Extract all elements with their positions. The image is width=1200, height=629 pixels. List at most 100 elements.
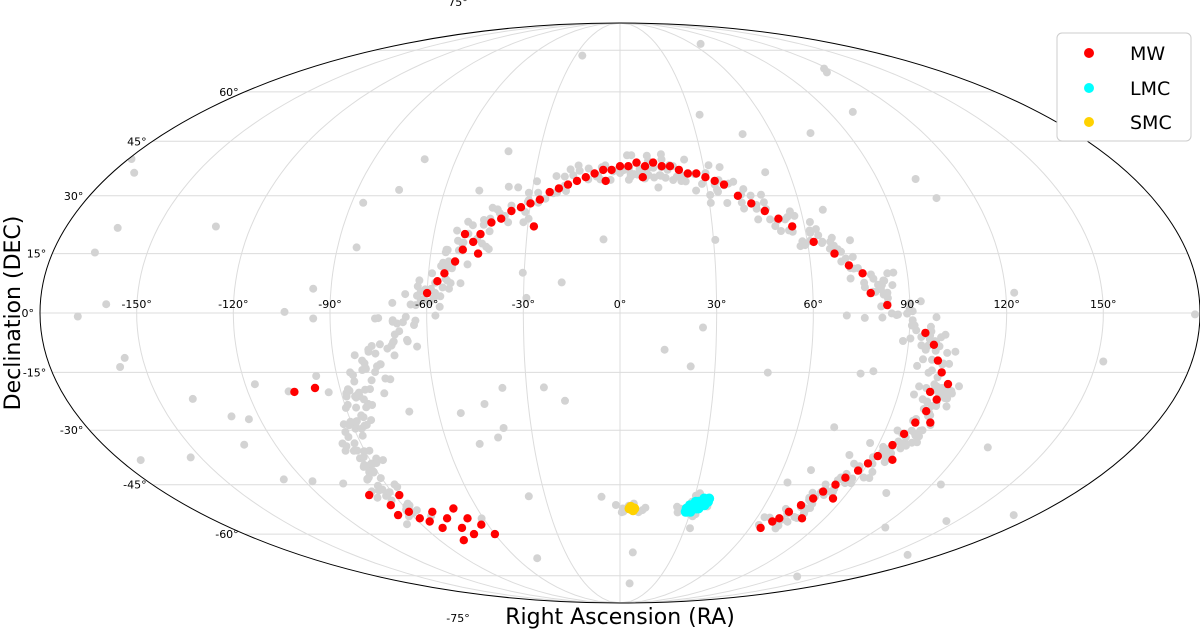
background-point xyxy=(698,179,706,188)
x-tick-label: -30° xyxy=(512,298,535,311)
background-point xyxy=(405,501,414,510)
background-point xyxy=(907,321,916,330)
background-point xyxy=(359,198,368,207)
background-point xyxy=(860,278,869,287)
point-mw xyxy=(433,277,442,286)
background-point xyxy=(704,161,713,170)
point-mw xyxy=(788,222,797,231)
background-point xyxy=(932,313,941,322)
y-tick-label: -75° xyxy=(446,612,469,625)
background-point xyxy=(475,439,484,448)
data-points xyxy=(290,158,953,545)
background-point xyxy=(350,377,359,386)
background-point xyxy=(343,385,352,394)
background-point xyxy=(102,300,111,309)
background-point xyxy=(369,467,378,476)
background-point xyxy=(907,426,916,435)
point-lmc xyxy=(704,493,715,504)
background-point xyxy=(625,579,634,588)
background-point xyxy=(597,492,606,501)
background-point xyxy=(883,269,892,278)
background-point xyxy=(439,258,448,267)
point-mw xyxy=(858,269,867,278)
background-point xyxy=(932,402,941,410)
point-mw xyxy=(929,340,939,349)
background-point xyxy=(616,169,624,178)
y-tick-label: -60° xyxy=(215,528,238,541)
background-point xyxy=(657,155,666,164)
background-point xyxy=(706,198,715,207)
background-point xyxy=(364,345,373,354)
point-mw xyxy=(473,249,483,258)
x-tick-label: -90° xyxy=(318,298,341,311)
background-point xyxy=(488,203,497,212)
point-mw xyxy=(290,387,299,397)
background-point xyxy=(401,290,410,299)
point-mw xyxy=(844,261,854,270)
background-point xyxy=(866,439,875,447)
background-point xyxy=(711,235,720,244)
background-point xyxy=(463,260,472,269)
point-mw xyxy=(922,407,931,416)
background-point xyxy=(376,474,385,483)
background-point xyxy=(910,390,918,399)
background-point xyxy=(136,456,145,465)
background-point xyxy=(848,107,857,116)
background-point xyxy=(390,351,399,360)
background-point xyxy=(846,236,854,245)
background-point xyxy=(371,349,380,358)
point-mw xyxy=(640,162,650,171)
point-mw xyxy=(774,214,783,223)
point-mw xyxy=(490,529,500,539)
background-point xyxy=(350,439,359,448)
background-point xyxy=(814,231,823,240)
point-mw xyxy=(665,162,675,171)
background-point xyxy=(379,456,387,465)
background-point xyxy=(846,274,855,283)
point-mw xyxy=(809,494,818,503)
background-point xyxy=(405,407,414,416)
background-point xyxy=(805,226,814,235)
background-point xyxy=(654,183,663,192)
background-point xyxy=(656,171,665,180)
background-point xyxy=(343,400,352,409)
background-point xyxy=(498,383,507,392)
background-point xyxy=(868,467,877,476)
background-point xyxy=(889,268,898,277)
background-point xyxy=(1099,357,1108,366)
background-point xyxy=(390,480,399,489)
point-mw xyxy=(463,514,472,523)
background-point xyxy=(848,252,857,261)
background-point xyxy=(850,459,859,468)
point-mw xyxy=(422,288,432,298)
background-point xyxy=(374,486,383,495)
background-point xyxy=(723,199,732,207)
background-point xyxy=(757,190,765,199)
background-point xyxy=(774,521,783,530)
background-point xyxy=(116,363,125,371)
point-mw xyxy=(563,180,573,189)
background-point xyxy=(456,409,465,418)
point-mw xyxy=(632,158,641,167)
point-mw xyxy=(925,387,935,397)
background-point xyxy=(761,168,770,177)
background-point xyxy=(514,183,523,192)
background-point xyxy=(385,488,394,497)
legend-marker-mw xyxy=(1084,48,1094,58)
point-mw xyxy=(657,162,666,171)
background-point xyxy=(410,321,418,329)
background-point xyxy=(669,176,678,184)
point-mw xyxy=(926,418,935,427)
point-mw xyxy=(784,507,794,516)
background-point xyxy=(227,412,236,421)
background-point xyxy=(941,330,950,339)
background-point xyxy=(324,388,333,397)
background-point xyxy=(374,314,383,323)
point-mw xyxy=(425,517,434,526)
background-point xyxy=(368,401,377,409)
background-point xyxy=(983,443,992,452)
background-point xyxy=(945,359,954,368)
background-point xyxy=(459,238,468,247)
grid xyxy=(40,23,1200,603)
background-point xyxy=(438,283,447,292)
